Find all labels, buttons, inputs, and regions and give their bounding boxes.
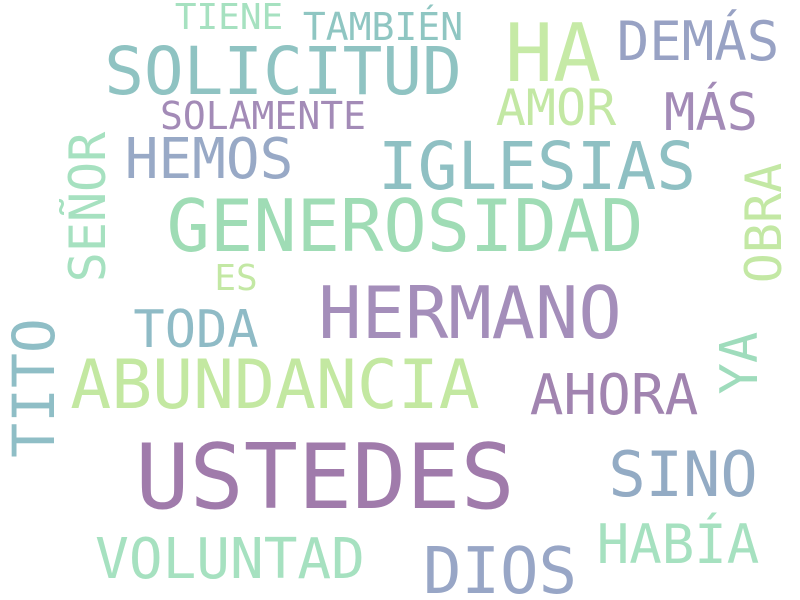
word-amor: AMOR — [495, 79, 617, 137]
word-sino: SINO — [608, 438, 758, 511]
word-hermano: HERMANO — [318, 271, 622, 355]
word-ahora: AHORA — [529, 363, 699, 428]
word-tambien: TAMBIÉN — [302, 5, 464, 49]
word-tiene: TIENE — [174, 0, 284, 38]
word-iglesias: IGLESIAS — [378, 128, 696, 205]
word-habia: HABÍA — [596, 513, 760, 576]
word-obra: OBRA — [735, 162, 793, 284]
word-senor: SEÑOR — [59, 131, 117, 283]
word-abundancia: ABUNDANCIA — [70, 346, 480, 425]
word-toda: TODA — [133, 300, 259, 360]
word-solicitud: SOLICITUD — [104, 33, 462, 110]
word-ustedes: USTEDES — [135, 425, 515, 530]
word-voluntad: VOLUNTAD — [95, 527, 365, 592]
word-es: ES — [214, 258, 258, 299]
word-mas: MÁS — [664, 83, 758, 143]
word-dios: DIOS — [422, 535, 578, 600]
word-demas: DEMÁS — [616, 10, 780, 73]
word-ha: HA — [504, 7, 602, 100]
word-hemos: HEMOS — [124, 127, 294, 192]
word-solamente: SOLAMENTE — [160, 94, 366, 138]
word-generosidad: GENEROSIDAD — [166, 184, 644, 268]
word-ya: YA — [710, 331, 770, 395]
word-tito: TITO — [0, 318, 68, 458]
